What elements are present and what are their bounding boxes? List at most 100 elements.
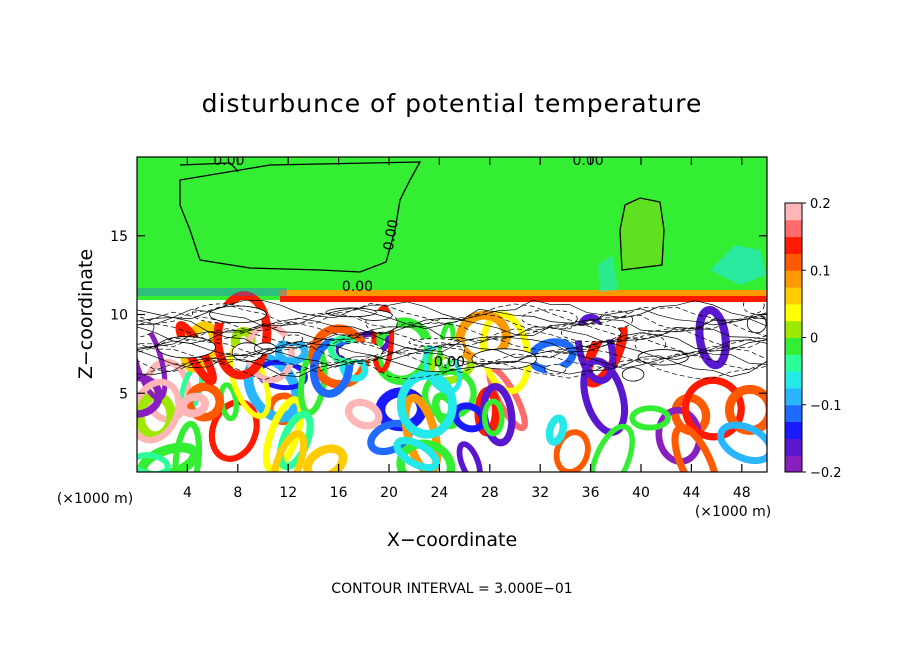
eddy-swirl bbox=[185, 382, 224, 422]
x-tick-label: 28 bbox=[481, 485, 499, 501]
colorbar-swatch bbox=[785, 438, 802, 456]
contour-line bbox=[137, 335, 767, 357]
contour-line bbox=[137, 331, 767, 353]
contour-line bbox=[137, 343, 767, 365]
contour-line bbox=[137, 355, 767, 377]
eddy-swirl bbox=[396, 370, 457, 439]
contour-line bbox=[137, 302, 767, 325]
eddy-swirl bbox=[262, 396, 305, 472]
x-tick-label: 24 bbox=[430, 485, 448, 501]
contour-line bbox=[137, 359, 767, 381]
contour-line bbox=[137, 318, 767, 341]
y-tick-label: 15 bbox=[110, 229, 128, 245]
eddy-swirl bbox=[545, 414, 568, 446]
eddy-swirl bbox=[671, 424, 720, 472]
stable-band-blue bbox=[137, 288, 287, 296]
x-tick-label: 44 bbox=[682, 485, 700, 501]
eddy-contour bbox=[337, 341, 384, 361]
eddy-swirl bbox=[371, 305, 395, 374]
contour-label: 0.00 bbox=[342, 279, 373, 295]
mixed-layer-contours bbox=[137, 299, 767, 381]
x-unit-label: (×1000 m) bbox=[695, 504, 771, 520]
colorbar-swatch bbox=[785, 303, 802, 322]
stable-band-orange bbox=[280, 290, 767, 296]
potential-temperature-field: 0.00 0.00 0.00 0.00 0.00 bbox=[137, 153, 767, 472]
contour-line bbox=[137, 346, 767, 369]
x-tick-label: 16 bbox=[330, 485, 348, 501]
chart-title: disturbunce of potential temperature bbox=[202, 89, 703, 118]
eddy-contour bbox=[746, 313, 767, 334]
x-axis-title: X−coordinate bbox=[387, 529, 517, 551]
contour-line bbox=[137, 324, 767, 344]
colorbar: 0.2 0.1 0 −0.1 −0.2 bbox=[784, 197, 842, 481]
x-tick-label: 32 bbox=[531, 485, 549, 501]
x-tick-label: 4 bbox=[183, 485, 192, 501]
x-tick-label: 8 bbox=[233, 485, 242, 501]
x-tick-label: 40 bbox=[632, 485, 650, 501]
x-axis: 4 8 12 16 20 24 28 32 36 40 44 48 bbox=[183, 157, 751, 501]
eddy-swirl bbox=[481, 398, 505, 437]
colorbar-swatch bbox=[785, 354, 802, 372]
colorbar-swatch bbox=[785, 404, 802, 423]
cyan-patch bbox=[710, 245, 766, 285]
y-axis: 5 10 15 bbox=[110, 229, 767, 402]
eddy-swirl bbox=[269, 430, 308, 472]
eddy-swirl bbox=[717, 421, 767, 465]
eddy-contour bbox=[544, 364, 567, 375]
colorbar-swatch bbox=[785, 203, 802, 221]
eddy-contour bbox=[521, 309, 578, 328]
colorbar-tick-label: −0.2 bbox=[810, 466, 842, 481]
eddy-contour bbox=[209, 305, 267, 324]
zero-contour-left bbox=[179, 161, 422, 273]
contour-line bbox=[137, 299, 767, 321]
x-tick-label: 48 bbox=[733, 485, 751, 501]
y-tick-label: 10 bbox=[110, 308, 128, 324]
eddy-swirl bbox=[393, 436, 441, 472]
eddy-contour bbox=[560, 323, 622, 342]
x-tick-label: 36 bbox=[582, 485, 600, 501]
contour-label: 0.00 bbox=[572, 153, 603, 169]
y-tick-label: 5 bbox=[119, 386, 128, 402]
eddy-swirl bbox=[137, 452, 171, 472]
eddy-swirl bbox=[344, 398, 383, 430]
contour-line bbox=[137, 351, 767, 373]
turbulent-eddies bbox=[137, 291, 767, 472]
eddy-contour bbox=[325, 307, 377, 318]
contour-labels: 0.00 0.00 0.00 0.00 0.00 bbox=[213, 153, 603, 370]
cyan-patch-2 bbox=[598, 255, 618, 292]
eddy-swirl bbox=[172, 420, 203, 472]
colorbar-swatch bbox=[785, 337, 802, 355]
colorbar-tick-label: −0.1 bbox=[810, 399, 842, 414]
z-unit-label: (×1000 m) bbox=[57, 491, 133, 507]
eddy-swirl bbox=[588, 423, 635, 472]
eddy-swirl bbox=[303, 444, 348, 472]
colorbar-swatch bbox=[785, 287, 802, 305]
contour-line bbox=[137, 317, 767, 337]
contour-line bbox=[137, 339, 767, 361]
contour-interval-note: CONTOUR INTERVAL = 3.000E−01 bbox=[331, 581, 572, 597]
colorbar-swatch bbox=[785, 219, 802, 238]
eddy-swirl bbox=[575, 313, 617, 385]
x-tick-label: 12 bbox=[279, 485, 297, 501]
y-axis-title: Z−coordinate bbox=[75, 249, 97, 379]
colorbar-swatch bbox=[785, 455, 802, 473]
eddy-contour bbox=[283, 334, 304, 344]
colorbar-swatch bbox=[785, 387, 802, 406]
eddy-swirl bbox=[178, 392, 210, 418]
x-tick-label: 20 bbox=[380, 485, 398, 501]
colorbar-tick-label: 0.2 bbox=[810, 197, 831, 212]
eddy-swirl bbox=[137, 378, 182, 444]
contour-label: 0.00 bbox=[434, 354, 465, 370]
colorbar-swatch bbox=[785, 320, 802, 338]
contour-label: 0.00 bbox=[381, 218, 402, 251]
colorbar-tick-label: 0 bbox=[810, 332, 818, 347]
contour-label: 0.00 bbox=[213, 153, 244, 169]
colorbar-swatch bbox=[785, 421, 802, 439]
contour-line bbox=[137, 307, 767, 330]
eddy-swirl bbox=[629, 405, 671, 431]
eddy-contour bbox=[621, 367, 645, 382]
colorbar-swatch bbox=[785, 371, 802, 389]
colorbar-swatch bbox=[785, 270, 802, 288]
stable-band-red bbox=[280, 296, 767, 302]
